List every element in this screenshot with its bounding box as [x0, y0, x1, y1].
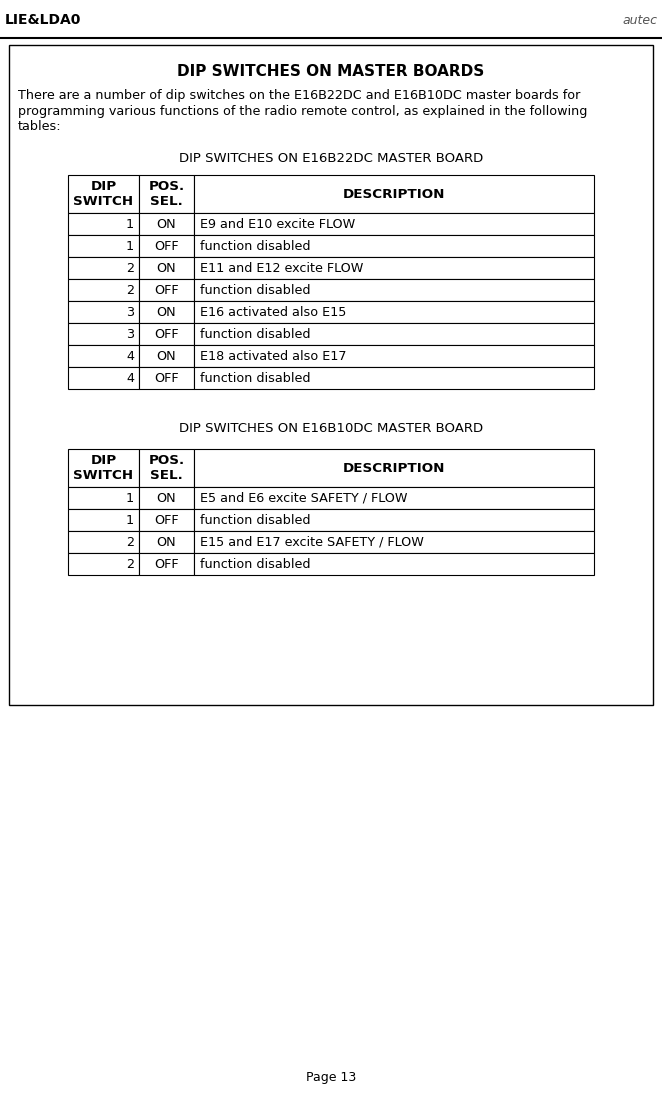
Bar	[194, 553, 594, 575]
Text: programming various functions of the radio remote control, as explained in the f: programming various functions of the rad…	[18, 104, 587, 117]
Bar	[68, 487, 139, 509]
Text: ON: ON	[157, 535, 176, 549]
Bar	[68, 301, 139, 323]
Text: 3: 3	[126, 327, 134, 341]
Bar	[68, 214, 139, 235]
Text: POS.
SEL.: POS. SEL.	[148, 454, 185, 482]
Text: DESCRIPTION: DESCRIPTION	[343, 187, 446, 200]
Text: E18 activated also E17: E18 activated also E17	[200, 349, 346, 362]
Text: 4: 4	[126, 371, 134, 384]
Bar	[68, 553, 139, 575]
Text: Page 13: Page 13	[306, 1071, 356, 1083]
Bar	[68, 367, 139, 389]
Text: 1: 1	[126, 492, 134, 505]
Bar	[194, 449, 594, 487]
Text: function disabled: function disabled	[200, 284, 310, 297]
Bar	[68, 509, 139, 531]
Text: ON: ON	[157, 218, 176, 231]
Text: There are a number of dip switches on the E16B22DC and E16B10DC master boards fo: There are a number of dip switches on th…	[18, 89, 581, 102]
Text: DIP SWITCHES ON E16B10DC MASTER BOARD: DIP SWITCHES ON E16B10DC MASTER BOARD	[179, 423, 483, 436]
Bar	[139, 531, 194, 553]
Bar	[139, 509, 194, 531]
Text: 2: 2	[126, 284, 134, 297]
Text: DIP
SWITCH: DIP SWITCH	[73, 454, 134, 482]
Text: 1: 1	[126, 240, 134, 253]
Bar	[194, 531, 594, 553]
Text: DIP SWITCHES ON E16B22DC MASTER BOARD: DIP SWITCHES ON E16B22DC MASTER BOARD	[179, 151, 483, 164]
Text: POS.
SEL.: POS. SEL.	[148, 180, 185, 208]
Text: OFF: OFF	[154, 514, 179, 527]
Text: 2: 2	[126, 535, 134, 549]
Bar	[68, 345, 139, 367]
Bar	[194, 214, 594, 235]
Bar	[68, 257, 139, 279]
Text: 1: 1	[126, 514, 134, 527]
Text: function disabled: function disabled	[200, 327, 310, 341]
Bar	[139, 553, 194, 575]
Bar	[194, 509, 594, 531]
Text: E5 and E6 excite SAFETY / FLOW: E5 and E6 excite SAFETY / FLOW	[200, 492, 408, 505]
Bar	[139, 301, 194, 323]
Text: 1: 1	[126, 218, 134, 231]
Bar	[68, 279, 139, 301]
Text: OFF: OFF	[154, 371, 179, 384]
Bar	[194, 301, 594, 323]
Text: OFF: OFF	[154, 240, 179, 253]
Text: LIE&LDA0: LIE&LDA0	[5, 13, 81, 27]
Text: function disabled: function disabled	[200, 514, 310, 527]
Bar	[68, 175, 139, 214]
Text: OFF: OFF	[154, 284, 179, 297]
Text: E11 and E12 excite FLOW: E11 and E12 excite FLOW	[200, 262, 363, 275]
Text: OFF: OFF	[154, 557, 179, 570]
Bar	[68, 531, 139, 553]
Bar	[68, 449, 139, 487]
Bar	[194, 345, 594, 367]
Text: ON: ON	[157, 306, 176, 319]
Bar	[139, 257, 194, 279]
Text: function disabled: function disabled	[200, 240, 310, 253]
Text: tables:: tables:	[18, 120, 62, 134]
Text: 2: 2	[126, 557, 134, 570]
Text: E9 and E10 excite FLOW: E9 and E10 excite FLOW	[200, 218, 355, 231]
Text: function disabled: function disabled	[200, 371, 310, 384]
Text: function disabled: function disabled	[200, 557, 310, 570]
Text: 4: 4	[126, 349, 134, 362]
Bar	[139, 487, 194, 509]
Bar	[139, 345, 194, 367]
Bar	[194, 257, 594, 279]
Bar	[194, 279, 594, 301]
Bar	[139, 214, 194, 235]
Text: ON: ON	[157, 492, 176, 505]
Bar	[68, 235, 139, 257]
Text: 3: 3	[126, 306, 134, 319]
Bar	[194, 175, 594, 214]
Bar	[194, 367, 594, 389]
Bar	[139, 279, 194, 301]
Bar	[194, 323, 594, 345]
Bar	[139, 323, 194, 345]
Text: ON: ON	[157, 349, 176, 362]
Text: ON: ON	[157, 262, 176, 275]
Bar	[194, 235, 594, 257]
Text: DIP SWITCHES ON MASTER BOARDS: DIP SWITCHES ON MASTER BOARDS	[177, 65, 485, 80]
Text: DIP
SWITCH: DIP SWITCH	[73, 180, 134, 208]
Bar	[194, 487, 594, 509]
Bar	[139, 367, 194, 389]
Text: E16 activated also E15: E16 activated also E15	[200, 306, 346, 319]
Bar	[68, 323, 139, 345]
Bar	[139, 175, 194, 214]
Text: 2: 2	[126, 262, 134, 275]
Bar	[139, 449, 194, 487]
Bar	[139, 235, 194, 257]
Text: OFF: OFF	[154, 327, 179, 341]
Text: DESCRIPTION: DESCRIPTION	[343, 461, 446, 474]
Bar	[9, 45, 653, 705]
Text: autec: autec	[622, 13, 657, 26]
Text: E15 and E17 excite SAFETY / FLOW: E15 and E17 excite SAFETY / FLOW	[200, 535, 424, 549]
